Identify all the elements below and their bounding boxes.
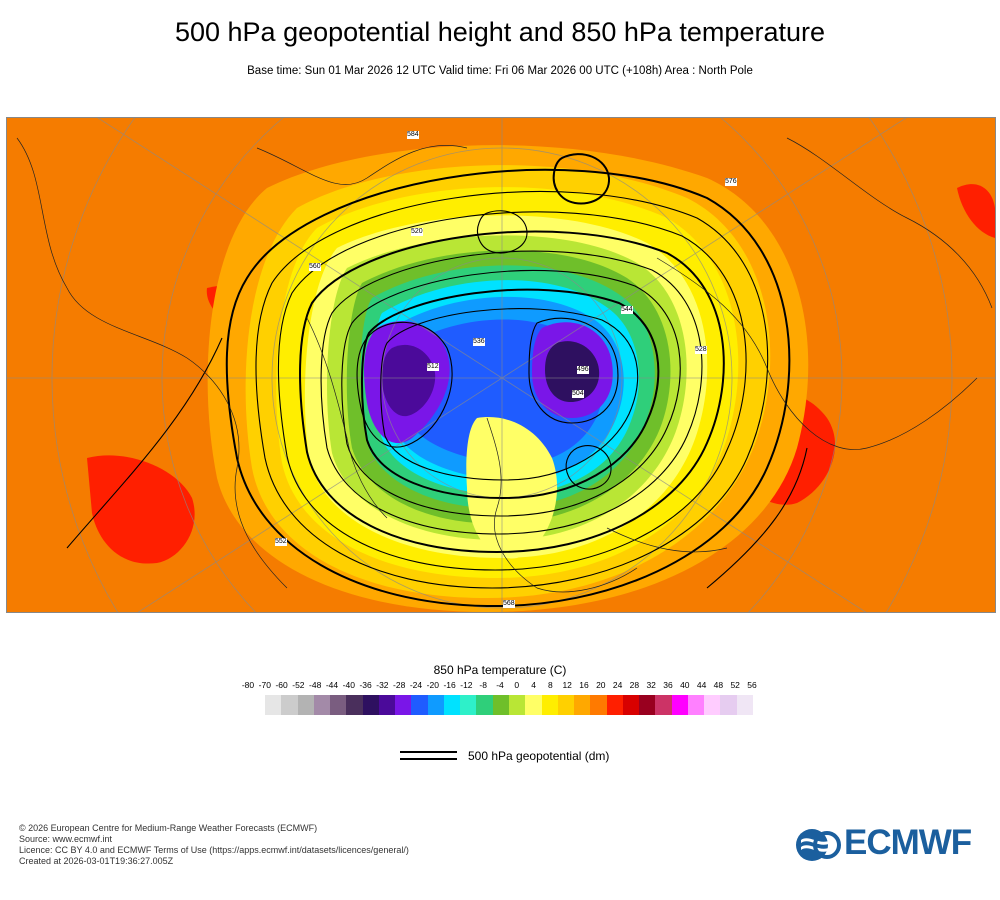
geopotential-contours [66,153,808,608]
colorbar-swatch [606,695,623,715]
colorbar-swatch [687,695,705,715]
chart-subtitle: Base time: Sun 01 Mar 2026 12 UTC Valid … [247,65,753,77]
colorbar-swatch [541,695,558,715]
colorbar-swatch [492,695,509,715]
legend-tick-label: -36 [359,680,372,690]
legend-ticks: -80 -70 -60 -52 -48 -44 -40 -36 -32 -28 -24 -20 -16-… [240,680,760,692]
legend-tick-label: 24 [612,680,623,690]
colorbar-swatch [297,695,314,715]
legend-tick-label: 40 [680,680,690,690]
contour-label: 528 [695,346,707,354]
legend-tick-label: -70 [258,680,271,690]
footer-copyright: © 2026 European Centre for Medium-Range … [19,823,318,833]
map-panel: 584 560 536 512 504 528 552 568 576 544 … [6,117,996,613]
legend-title: 850 hPa temperature (C) [433,663,567,677]
colorbar-swatch [362,695,379,715]
colorbar-swatch [557,695,575,715]
colorbar-swatch [443,695,461,715]
colorbar-swatch [346,695,363,715]
ecmwf-logo: ECMWF [795,823,985,862]
colorbar-swatch [655,695,672,715]
contour-label: 512 [427,363,439,371]
cold-core-east-inner [545,341,600,403]
legend-tick-label: -52 [292,680,305,690]
colorbar-swatch [622,695,640,715]
colorbar-swatch [525,695,542,715]
legend-tick-label: -4 [496,680,504,690]
ecmwf-logo-icon [796,829,841,861]
contour-label: 560 [309,263,321,271]
legend-tick-label: 12 [562,680,572,690]
colorbar-swatch [460,695,477,715]
footer-licence: Licence: CC BY 4.0 and ECMWF Terms of Us… [19,845,409,855]
contour-label: 576 [725,178,737,186]
legend-tick-label: -28 [393,680,406,690]
colorbar-swatch [411,695,428,715]
footer: © 2026 European Centre for Medium-Range … [19,823,409,867]
legend-tick-label: 4 [531,680,536,690]
legend-tick-label: 32 [646,680,656,690]
colorbar [265,695,753,715]
legend-tick-label: -44 [325,680,339,690]
colorbar-swatch [704,695,721,715]
legend-tick-label: -8 [479,680,487,690]
warm-tongue-south [466,417,558,559]
legend-tick-label: -80 [241,680,255,690]
legend-tick-label: -12 [460,680,473,690]
hot-patch-west [87,455,195,564]
legend-tick-label: 8 [548,680,553,690]
legend-tick-label: 44 [696,680,707,690]
colorbar-swatch [313,695,331,715]
colorbar-swatch [330,695,347,715]
legend-tick-label: -16 [443,680,456,690]
legend-tick-label: 28 [629,680,640,690]
colorbar-swatch [590,695,607,715]
colorbar-swatch [736,695,753,715]
contour-label: 504 [572,390,584,398]
footer-source: Source: www.ecmwf.int [19,834,113,844]
contour-label: 496 [577,366,589,374]
geopotential-legend-label: 500 hPa geopotential (dm) [468,749,610,763]
legend-tick-label: 36 [663,680,673,690]
colorbar-swatch [574,695,591,715]
colorbar-swatch [508,695,526,715]
legend-tick-label: -60 [275,680,288,690]
coastlines [16,137,993,593]
colorbar-swatch [378,695,396,715]
colorbar-swatch [395,695,412,715]
hot-patch-ne [957,184,995,238]
legend-tick-label: -24 [409,680,423,690]
colorbar-swatch [281,695,298,715]
footer-created: Created at 2026-03-01T19:36:27.005Z [19,856,174,866]
contour-label: 520 [411,228,423,236]
legend-tick-label: 20 [596,680,606,690]
colorbar-swatch [639,695,656,715]
temperature-map [7,118,995,612]
legend-tick-label: 0 [514,680,520,690]
ecmwf-logo-text: ECMWF [844,823,972,862]
legend-tick-label: -20 [426,680,439,690]
legend-tick-label: -40 [342,680,355,690]
colorbar-swatch [720,695,737,715]
contour-label: 552 [275,538,287,546]
contour-label: 544 [621,306,633,314]
colorbar-swatch [427,695,444,715]
chart-title: 500 hPa geopotential height and 850 hPa … [174,17,825,47]
legend-tick-label: 48 [713,680,724,690]
geopotential-legend: 500 hPa geopotential (dm) [400,748,660,768]
legend-tick-label: 52 [730,680,740,690]
legend-tick-label: -32 [376,680,389,690]
geopotential-line-swatch [400,751,457,761]
legend-tick-label: -48 [309,680,322,690]
contour-label: 568 [503,600,515,608]
colorbar-swatch [265,695,282,715]
colorbar-swatch [671,695,688,715]
legend-tick-label: 16 [579,680,589,690]
contour-label: 536 [473,338,485,346]
contour-label: 584 [407,131,419,139]
cold-core-west-inner [382,344,436,417]
legend-tick-label: 56 [747,680,757,690]
colorbar-swatch [476,695,493,715]
